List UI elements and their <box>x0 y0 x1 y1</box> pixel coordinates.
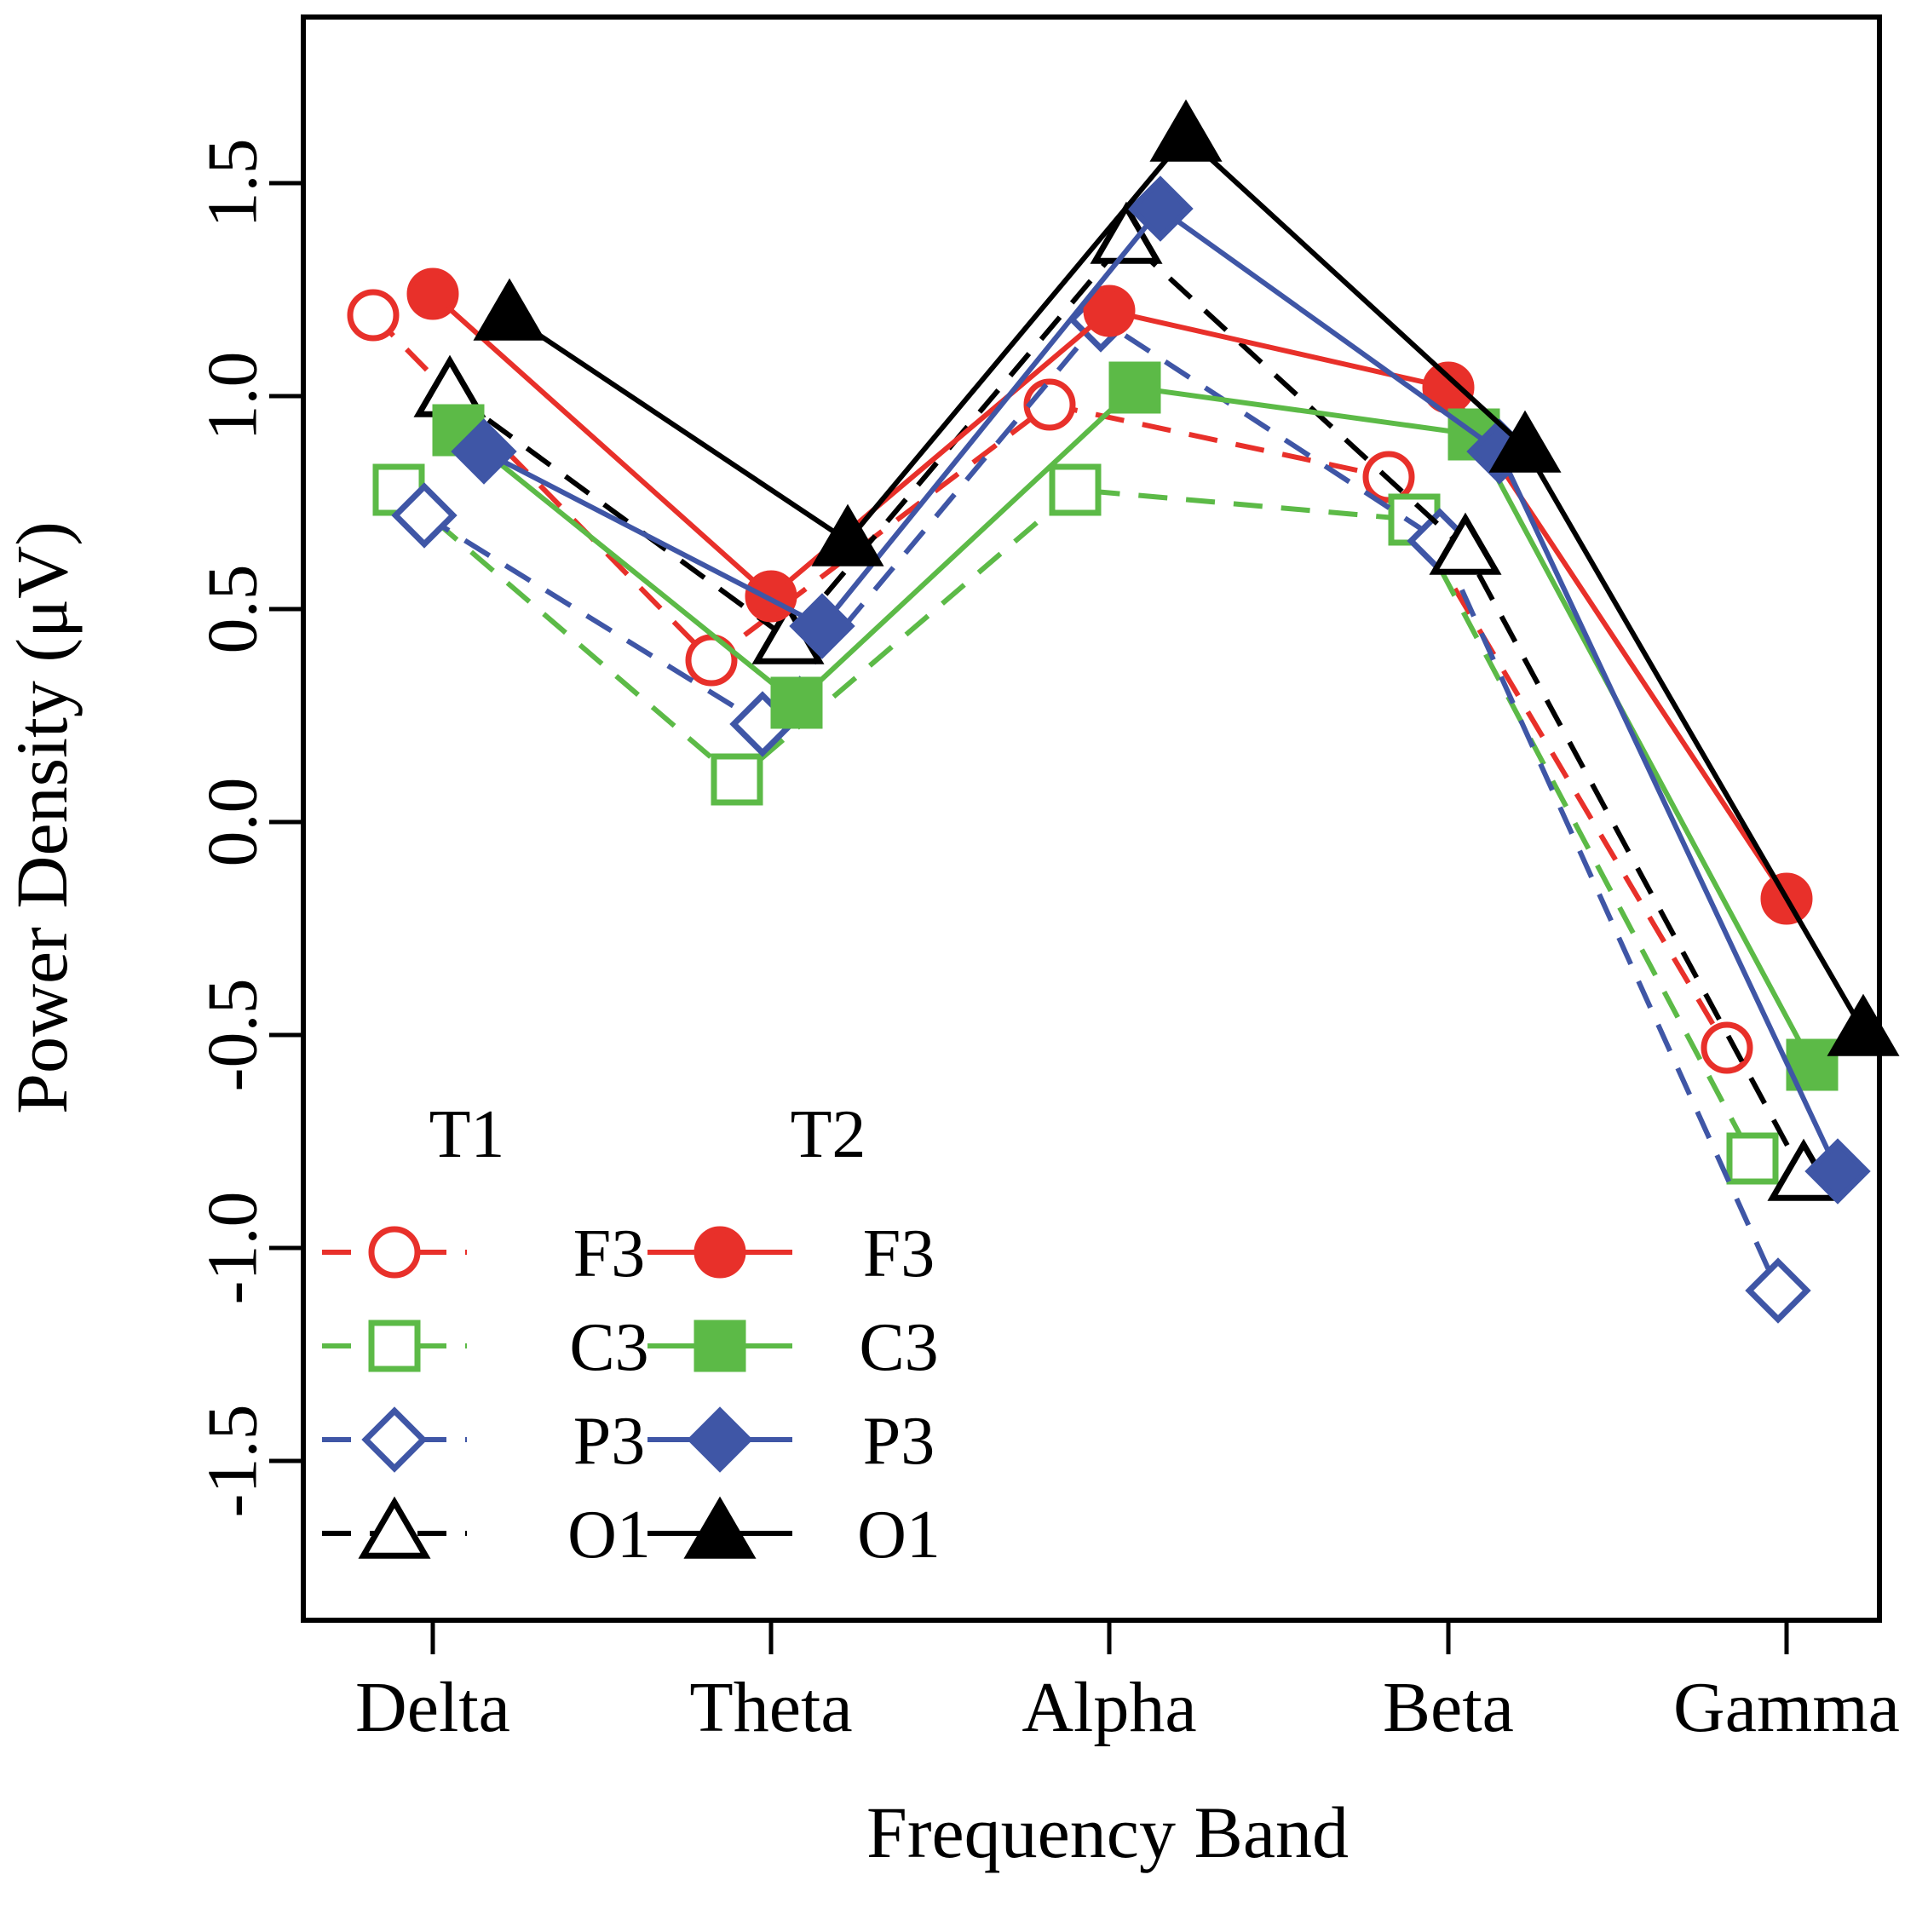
legend-entry-t1-f3: F3 <box>322 1216 645 1291</box>
point-t2-p3-delta <box>451 418 517 485</box>
legend-marker <box>358 1496 431 1559</box>
point-t2-f3-theta <box>745 570 797 623</box>
legend-entry-t2-o1: O1 <box>647 1496 941 1573</box>
point-t2-c3-theta <box>770 676 823 729</box>
series-t1-o1 <box>413 201 1840 1201</box>
legend-label: C3 <box>569 1310 648 1385</box>
point-t1-p3-delta <box>391 482 458 549</box>
series-t2-p3 <box>451 175 1871 1205</box>
point-t1-p3-gamma <box>1745 1257 1811 1324</box>
x-axis-title: Frequency Band <box>866 1791 1349 1873</box>
point-t2-c3-alpha <box>1108 361 1161 414</box>
legend-entry-t1-p3: P3 <box>322 1404 645 1479</box>
legend-entry-t2-f3: F3 <box>647 1216 935 1291</box>
legend: T1 T2 F3 C3 P3 O1 F3 C3 P3 O1 <box>322 1097 941 1573</box>
point-t1-c3-alpha <box>1049 463 1102 516</box>
x-tick-label-theta: Theta <box>689 1668 852 1747</box>
x-tick-label-beta: Beta <box>1383 1668 1514 1747</box>
series-t2-o1 <box>473 99 1900 1056</box>
point-t1-f3-gamma <box>1701 1021 1753 1074</box>
legend-label: P3 <box>573 1404 646 1479</box>
y-tick-label: 1.5 <box>193 139 272 228</box>
legend-label: O1 <box>567 1498 651 1573</box>
point-t1-f3-delta <box>347 289 400 342</box>
point-t2-o1-beta <box>1488 410 1562 473</box>
y-tick-label: 0.5 <box>193 565 272 654</box>
point-t2-p3-gamma <box>1804 1138 1871 1205</box>
point-t2-p3-theta <box>789 593 855 659</box>
legend-label: C3 <box>859 1310 938 1385</box>
series-t1-p3 <box>391 286 1811 1324</box>
legend-label: O1 <box>857 1498 941 1573</box>
legend-header-t2: T2 <box>791 1097 866 1172</box>
legend-marker <box>687 1406 753 1473</box>
axis-layer: -1.5 -1.0 -0.5 0.0 0.5 1.0 1.5 Delta Theta Alpha B… <box>193 139 1900 1748</box>
series-line <box>482 204 1840 1173</box>
series-line <box>397 486 1755 1160</box>
series-t2-f3 <box>406 267 1813 925</box>
legend-entry-t2-p3: P3 <box>647 1404 935 1479</box>
series-line <box>508 132 1866 1032</box>
point-t2-f3-delta <box>406 267 459 320</box>
point-t2-f3-alpha <box>1083 285 1136 337</box>
point-t2-o1-alpha <box>1149 99 1223 162</box>
y-tick-label: 0.0 <box>193 778 272 867</box>
series-line <box>457 384 1815 1067</box>
point-t2-o1-gamma <box>1827 993 1900 1056</box>
point-t2-o1-theta <box>811 503 884 566</box>
legend-entry-t1-c3: C3 <box>322 1310 649 1385</box>
plot-frame <box>301 14 1882 1623</box>
legend-header-t1: T1 <box>429 1097 505 1172</box>
y-tick-label: -1.0 <box>193 1192 272 1305</box>
x-tick-label-delta: Delta <box>355 1668 510 1747</box>
y-tick-label: -0.5 <box>193 979 272 1092</box>
legend-entry-t2-c3: C3 <box>647 1310 939 1385</box>
point-t1-f3-alpha <box>1023 378 1076 431</box>
legend-marker <box>694 1226 746 1279</box>
point-t2-o1-delta <box>473 278 546 341</box>
y-tick-label: 1.0 <box>193 352 272 441</box>
series-t2-c3 <box>432 361 1839 1091</box>
legend-marker <box>683 1496 757 1559</box>
point-t1-c3-gamma <box>1726 1132 1779 1185</box>
legend-label: F3 <box>863 1216 935 1291</box>
legend-label: F3 <box>573 1216 646 1291</box>
y-tick-label: -1.5 <box>193 1405 272 1518</box>
series-layer <box>347 99 1900 1324</box>
point-t1-o1-beta <box>1429 512 1502 575</box>
legend-entry-t1-o1: O1 <box>322 1496 651 1573</box>
point-t1-c3-theta <box>711 753 763 806</box>
legend-marker <box>361 1406 428 1473</box>
x-tick-label-alpha: Alpha <box>1022 1668 1196 1747</box>
series-line <box>448 234 1806 1177</box>
legend-marker <box>694 1320 746 1372</box>
legend-label: P3 <box>863 1404 935 1479</box>
y-axis-title: Power Density (μV) <box>1 521 83 1114</box>
point-t1-c3-delta <box>372 463 425 516</box>
x-tick-label-gamma: Gamma <box>1673 1668 1900 1747</box>
legend-marker <box>368 1320 421 1372</box>
point-t2-p3-alpha <box>1127 175 1194 242</box>
legend-marker <box>368 1226 421 1279</box>
